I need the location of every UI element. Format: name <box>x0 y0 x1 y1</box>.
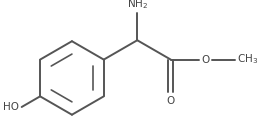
Text: CH$_3$: CH$_3$ <box>237 53 258 67</box>
Text: O: O <box>201 55 210 65</box>
Text: NH$_2$: NH$_2$ <box>128 0 149 11</box>
Text: O: O <box>167 96 175 106</box>
Text: HO: HO <box>3 102 19 112</box>
